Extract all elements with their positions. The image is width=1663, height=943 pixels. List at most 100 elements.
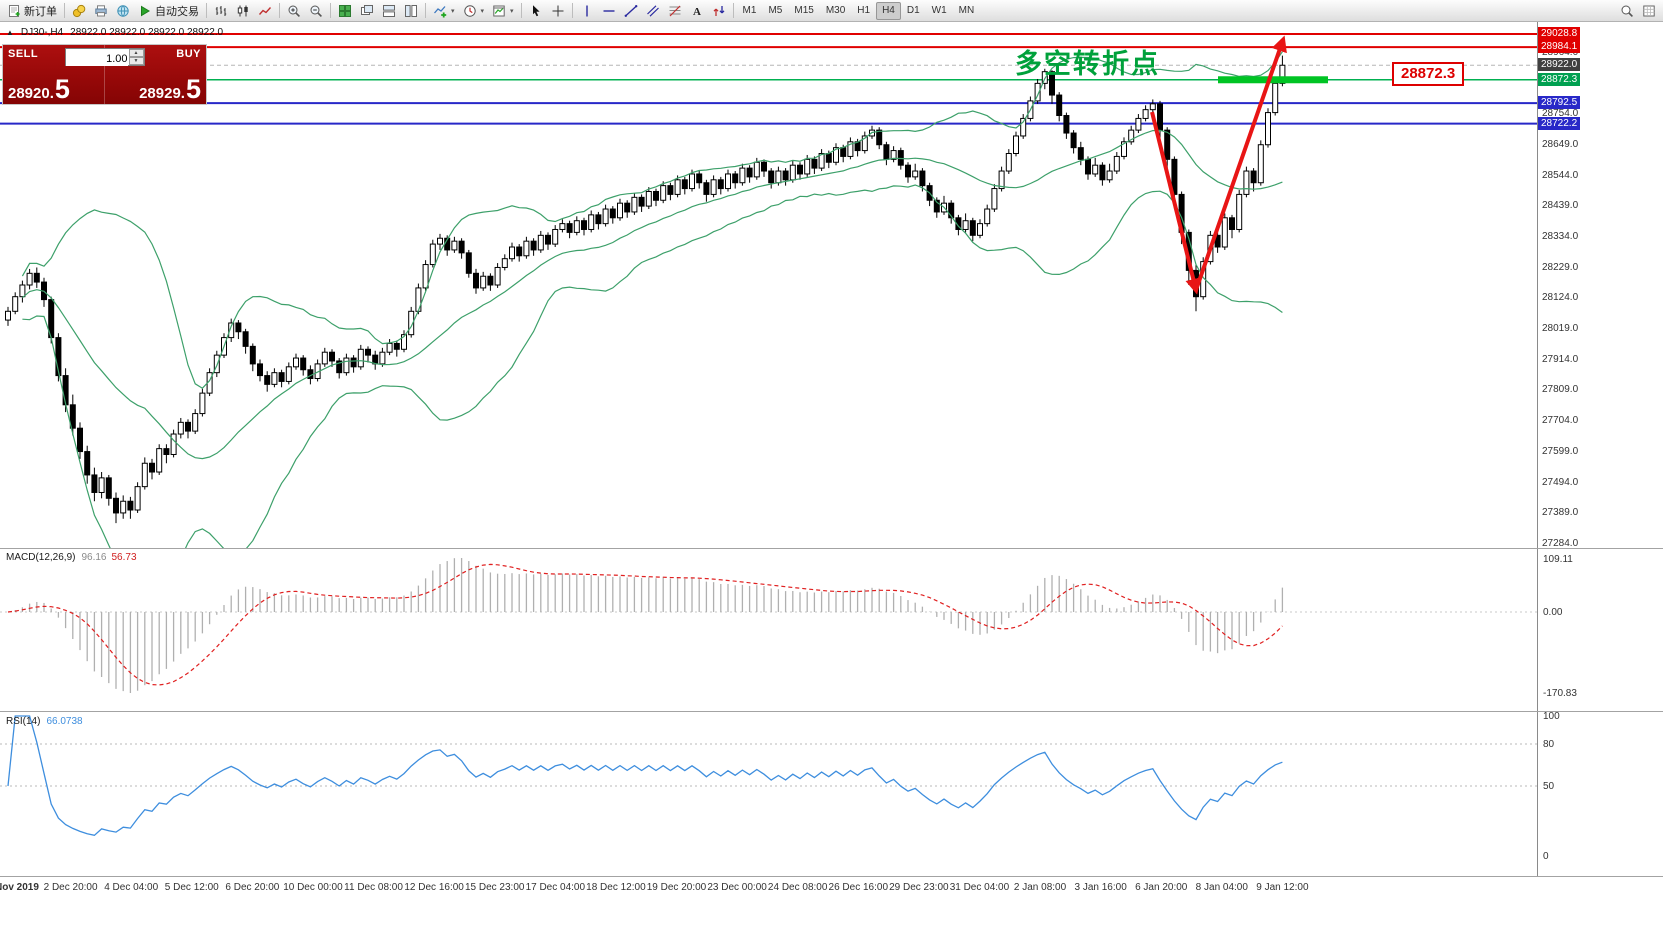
channel-icon [646,4,659,17]
chart-grid-icon [1643,5,1655,16]
toolbar-separator [206,3,207,18]
templates-button[interactable]: ▾ [488,1,518,20]
coins-button[interactable] [68,1,90,20]
text-tool-button[interactable]: A [686,1,708,20]
price-tick-label: 27389.0 [1542,507,1579,519]
panel-separator[interactable] [0,876,1663,877]
new-order-icon [9,4,20,17]
indicators-icon [434,5,447,17]
line-chart-button[interactable] [254,1,276,20]
zoom-in-button[interactable] [283,1,305,20]
timeframe-m1-button[interactable]: M1 [737,2,763,20]
zoom-out-button[interactable] [305,1,327,20]
volume-up-button[interactable]: ▲ [128,49,144,57]
time-label: 5 Dec 12:00 [164,882,219,893]
cascade-windows-button[interactable] [356,1,378,20]
chevron-down-icon: ▾ [451,7,455,15]
volume-down-button[interactable]: ▼ [128,57,144,65]
price-line-label: 28792.5 [1538,96,1581,110]
zoom-in-icon [288,5,300,17]
line-chart-icon [258,6,272,15]
volume-input[interactable] [65,52,128,66]
tile-windows-button[interactable] [334,1,356,20]
price-tick-label: 28544.0 [1542,169,1579,181]
timeframe-h4-button[interactable]: H4 [876,1,901,20]
coins-icon [72,4,86,17]
time-axis[interactable]: 29 Nov 2019 2 Dec 20:00 4 Dec 04:00 5 Dec 1… [0,877,1663,943]
price-axis[interactable]: 28964.028859.028754.028649.028544.028439… [1538,22,1663,943]
price-tick-label: 28649.0 [1542,139,1579,151]
printer-icon [95,4,107,17]
time-label: 8 Jan 04:00 [1195,882,1248,893]
time-label: 12 Dec 16:00 [404,882,464,893]
time-label: 17 Dec 04:00 [525,882,586,893]
price-line-label: 28722.2 [1538,116,1581,130]
timeframe-w1-button[interactable]: W1 [926,2,953,20]
arrows-tool-button[interactable] [708,1,730,20]
sell-label: SELL [8,48,39,60]
toolbar-separator [732,3,734,18]
symbol-ohlc: 28922.0 28922.0 28922.0 28922.0 [70,27,224,38]
timeframe-d1-button[interactable]: D1 [901,2,926,20]
fibonacci-icon [669,5,681,16]
candlestick-chart-button[interactable] [232,1,254,20]
panel-separator[interactable] [0,548,1663,549]
periods-button[interactable]: ▾ [459,1,489,20]
tile-horizontal-button[interactable] [378,1,400,20]
panel-separator[interactable] [0,711,1663,712]
timeframe-h1-button[interactable]: H1 [851,2,876,20]
arrows-icon [713,5,725,16]
timeframe-mn-button[interactable]: MN [953,2,981,20]
volume-box: ▲ ▼ [64,48,145,66]
chart-grid-button[interactable] [1638,1,1660,20]
printer-button[interactable] [90,1,112,20]
indicators-button[interactable]: ▾ [429,1,459,20]
chart-canvas[interactable] [0,22,1663,943]
price-tick-label: 28124.0 [1542,292,1579,304]
trendline-tool-button[interactable] [620,1,642,20]
tile-vertical-button[interactable] [400,1,422,20]
channel-tool-button[interactable] [642,1,664,20]
autotrading-label: 自动交易 [155,5,199,18]
price-tick-label: 28019.0 [1542,323,1579,335]
horizontal-line-tool-button[interactable] [598,1,620,20]
price-tick-label: 28754.0 [1542,108,1579,120]
svg-text:A: A [693,6,701,18]
buy-button[interactable]: BUY 28929. 5 [105,45,207,104]
timeframe-m30-button[interactable]: M30 [820,2,851,20]
symbol-triangle-icon: ▲ [6,28,14,37]
time-label: 9 Jan 12:00 [1256,882,1309,893]
toolbar-separator [279,3,280,18]
trend-arrow[interactable] [1150,35,1287,295]
price-tag-label[interactable]: 28872.3 [1392,62,1465,86]
macd-axis-min: -170.83 [1543,688,1577,699]
chevron-down-icon: ▾ [510,7,514,15]
sell-button[interactable]: SELL 28920. 5 [3,45,105,104]
bar-chart-icon [215,5,227,16]
search-button[interactable] [1616,1,1638,20]
new-order-label: 新订单 [24,5,57,18]
vertical-line-tool-button[interactable] [576,1,598,20]
new-order-button[interactable]: 新订单 [3,1,61,20]
price-tick-label: 28439.0 [1542,200,1579,212]
crosshair-tool-button[interactable] [547,1,569,20]
autotrading-button[interactable]: 自动交易 [134,1,203,20]
fibonacci-tool-button[interactable] [664,1,686,20]
timeframe-m5-button[interactable]: M5 [762,2,788,20]
globe-button[interactable] [112,1,134,20]
sell-price: 28920. 5 [8,74,70,105]
toolbar-separator [64,3,65,18]
rsi-value: 66.0738 [46,716,83,727]
annotation-text[interactable]: 多空转折点 [1015,49,1160,79]
clock-icon [463,4,476,17]
price-tick-label: 28229.0 [1542,261,1579,273]
bar-chart-button[interactable] [210,1,232,20]
rsi-axis-80: 80 [1543,739,1555,750]
macd-main-value: 96.16 [81,552,107,563]
rsi-axis-100: 100 [1543,711,1560,722]
candlestick-icon [237,5,248,16]
timeframe-m15-button[interactable]: M15 [788,2,819,20]
thick-green-line[interactable] [1218,76,1328,84]
cursor-tool-button[interactable] [525,1,547,20]
